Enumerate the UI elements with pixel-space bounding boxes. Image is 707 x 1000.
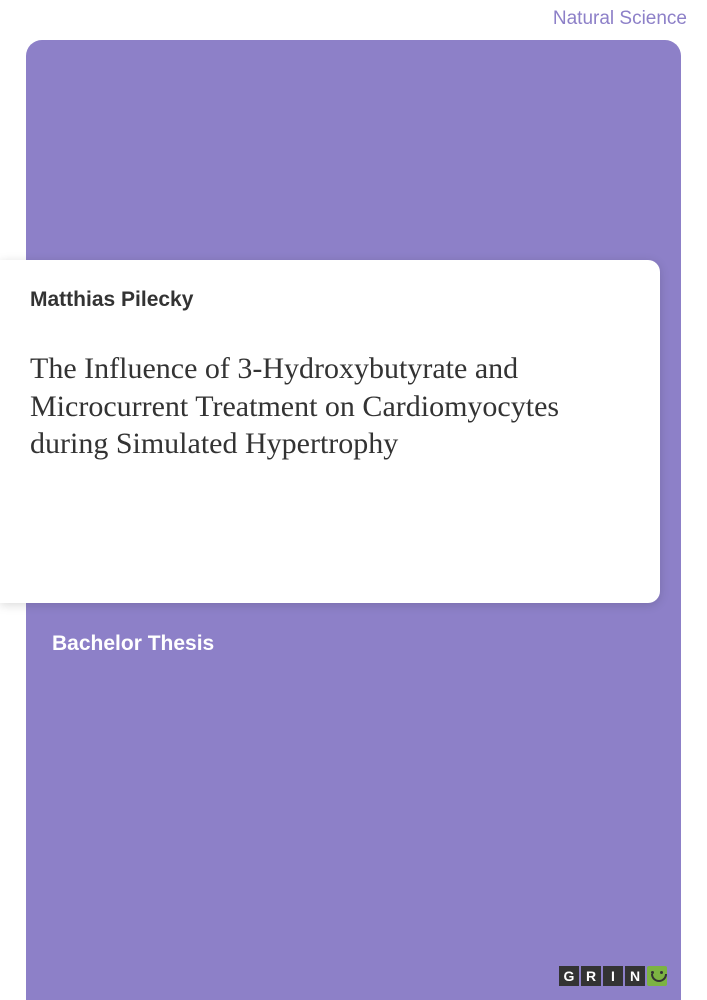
logo-letter-g: G [559,966,579,986]
publisher-logo: G R I N [559,966,667,986]
logo-letter-i: I [603,966,623,986]
thesis-title: The Influence of 3-Hydroxybutyrate and M… [30,350,630,463]
logo-letter-n: N [625,966,645,986]
category-label: Natural Science [553,8,687,30]
logo-smile-icon [647,966,667,986]
thesis-type-label: Bachelor Thesis [52,632,214,656]
author-name: Matthias Pilecky [30,288,630,312]
title-card: Matthias Pilecky The Influence of 3-Hydr… [0,260,660,603]
logo-letter-r: R [581,966,601,986]
